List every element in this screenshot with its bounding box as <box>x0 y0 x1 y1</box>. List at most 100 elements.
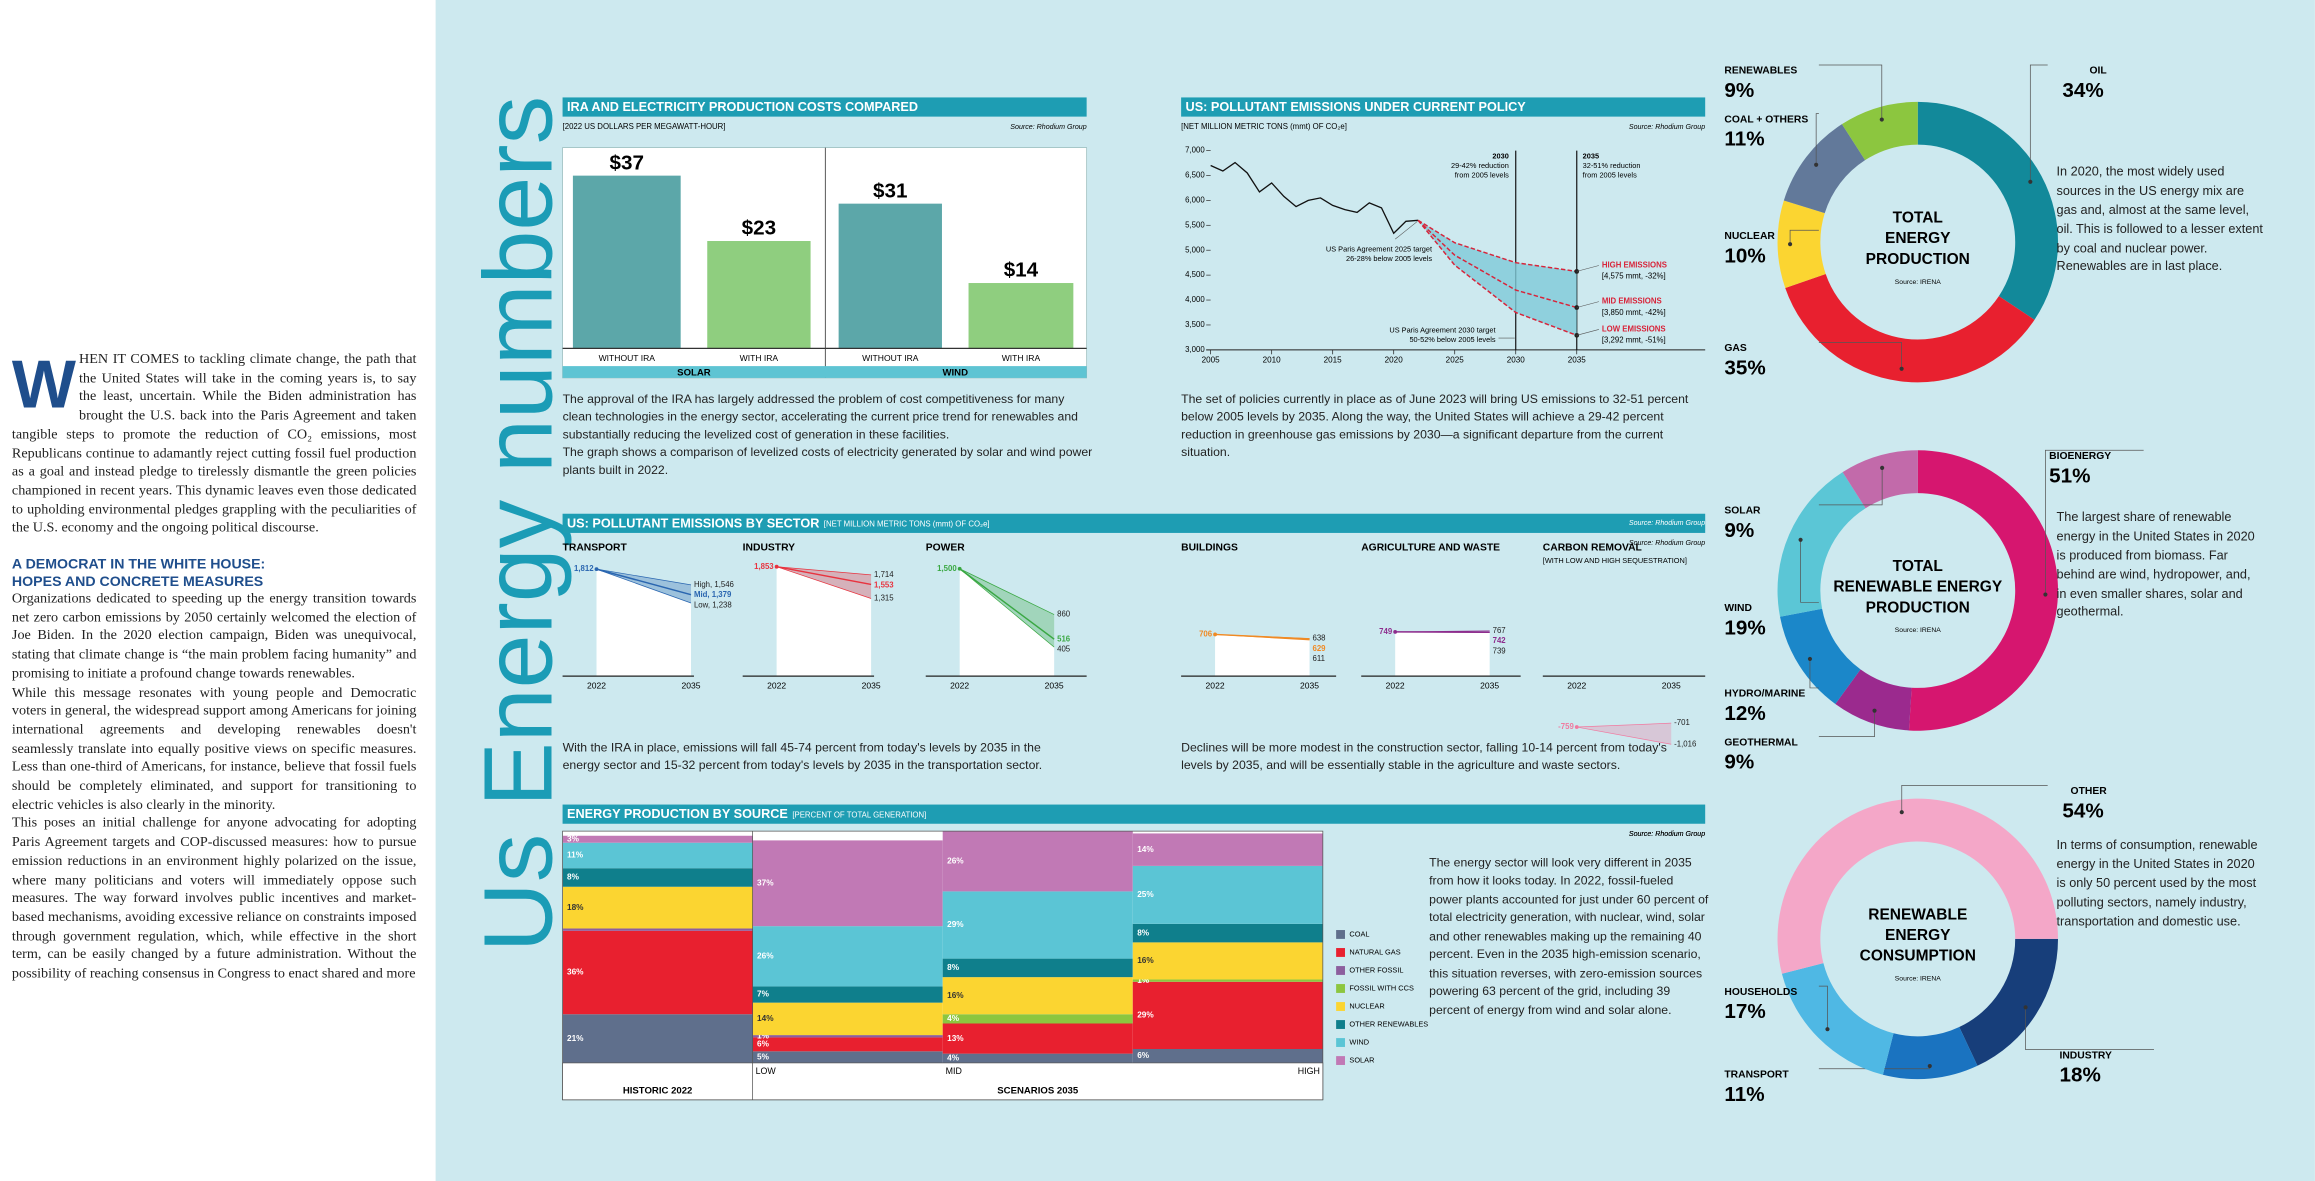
leader <box>1818 985 1828 1030</box>
text-block: In 2020, the most widely used sources in… <box>2057 162 2264 276</box>
y-tick-label: 6,000 <box>1185 195 1205 204</box>
description: In terms of consumption, renewable energ… <box>2057 836 2264 931</box>
segment <box>562 886 753 929</box>
x-tick-label: WITHOUT IRA <box>862 353 919 363</box>
leader <box>1576 329 1599 336</box>
legend-label: NUCLEAR <box>1349 1001 1384 1010</box>
segment <box>942 1023 1133 1054</box>
leader-dot <box>1927 1063 1932 1069</box>
donut-slice <box>1783 124 1866 214</box>
legend-swatch <box>1336 984 1345 993</box>
leader-dot <box>1879 117 1884 122</box>
data-label: 16% <box>947 991 964 1000</box>
data-label: 26% <box>757 951 774 960</box>
end-label: Mid, 1,379 <box>694 590 732 599</box>
value-label: 35% <box>1724 357 1765 380</box>
x-tick-label: 2025 <box>1446 355 1465 364</box>
description: In 2020, the most widely used sources in… <box>2057 162 2264 276</box>
bar <box>838 203 942 349</box>
y-tick-label: 5,000 <box>1185 245 1205 254</box>
paragraph: While this message resonates with young … <box>11 684 417 814</box>
start-point <box>1574 725 1579 729</box>
description: The largest share of renewable energy in… <box>2057 508 2264 622</box>
value-label: 11% <box>1724 128 1764 151</box>
panel-title: AGRICULTURE AND WASTE <box>1361 542 1500 553</box>
article-body: W HEN IT COMES to tackling climate change… <box>0 351 435 984</box>
y-tick-label: 5,500 <box>1185 220 1205 229</box>
leader <box>1809 658 1819 689</box>
category-label: COAL + OTHERS <box>1724 114 1808 125</box>
annotation: US Paris Agreement 2030 target <box>1389 326 1495 335</box>
legend-swatch <box>1336 1056 1345 1065</box>
x-tick-label: 2035 <box>1480 681 1499 691</box>
segment <box>1132 865 1323 924</box>
annotation: 29-42% reduction <box>1451 161 1509 170</box>
data-label: 1% <box>757 1031 770 1040</box>
source: Source: IRENA <box>1895 279 1941 286</box>
segment <box>752 986 943 1003</box>
segment <box>942 958 1133 978</box>
end-label: 1,714 <box>874 570 894 579</box>
x-tick-label: 2022 <box>950 681 969 691</box>
leader <box>1576 301 1599 308</box>
start-label: 1,812 <box>574 564 594 573</box>
paragraph: In 2020, the most widely used sources in… <box>2056 163 2263 274</box>
end-label: 1,553 <box>874 580 894 589</box>
value-label: 10% <box>1724 244 1765 267</box>
segment <box>752 1035 943 1038</box>
x-tick-label: 2035 <box>1045 681 1064 691</box>
leader <box>1901 784 2048 813</box>
paragraph: The approval of the IRA has largely addr… <box>562 391 1078 442</box>
segment <box>752 840 943 927</box>
slope-line <box>1576 726 1672 745</box>
category-label: RENEWABLES <box>1724 66 1797 77</box>
header-bar <box>1181 97 1706 117</box>
source: Source: IRENA <box>1895 976 1941 983</box>
leader <box>1800 539 1819 603</box>
category-label: HYDRO/MARINE <box>1724 689 1805 700</box>
leader-dot <box>1899 810 1904 815</box>
segment <box>562 868 753 887</box>
legend-swatch <box>1336 930 1345 939</box>
slope-line <box>959 568 1055 648</box>
series-label: HIGH EMISSIONS <box>1602 261 1667 270</box>
data-label: 37% <box>757 878 774 887</box>
bar <box>572 175 681 349</box>
x-tick-label: 2030 <box>1507 355 1526 364</box>
data-label: 25% <box>1137 890 1154 899</box>
x-tick-label: 2035 <box>1300 681 1319 691</box>
area <box>1395 631 1490 677</box>
slope-line <box>596 568 692 604</box>
segment <box>1132 833 1323 866</box>
start-label: 1,853 <box>754 562 774 571</box>
data-label: $37 <box>610 151 644 174</box>
category-label: OTHER <box>2071 786 2108 797</box>
leader-dot <box>1872 708 1877 713</box>
category-label: SOLAR <box>1724 506 1761 517</box>
segment <box>1132 979 1323 982</box>
x-tick-label: 2035 <box>862 681 881 691</box>
paragraph: The graph shows a comparison of levelize… <box>562 444 1093 477</box>
leader <box>1789 229 1819 245</box>
start-label: 706 <box>1199 629 1213 638</box>
series-value: [4,575 mmt, -32%] <box>1602 272 1666 281</box>
end-label: -701 <box>1674 718 1690 727</box>
end-label: -1,016 <box>1674 739 1696 748</box>
legend-label: WIND <box>1349 1037 1369 1046</box>
text-block: In terms of consumption, renewable energ… <box>2057 836 2264 931</box>
paragraph: The set of policies currently in place a… <box>1181 391 1689 460</box>
donut-title: TOTAL <box>1893 558 1943 575</box>
x-tick-label: 2010 <box>1263 355 1282 364</box>
leader <box>1818 342 1902 369</box>
leader-dot <box>1899 366 1904 371</box>
annotation: 32-51% reduction <box>1583 161 1641 170</box>
slope-line <box>776 566 872 576</box>
area <box>596 569 692 677</box>
x-tick-label: 2022 <box>767 681 786 691</box>
text-block: With the IRA in place, emissions will fa… <box>563 740 1043 773</box>
paragraph: In terms of consumption, renewable energ… <box>2056 837 2258 928</box>
end-label: 860 <box>1057 610 1071 619</box>
value-label: 18% <box>2059 1064 2100 1087</box>
leader <box>2045 449 2144 595</box>
leader-dot <box>1788 242 1793 247</box>
